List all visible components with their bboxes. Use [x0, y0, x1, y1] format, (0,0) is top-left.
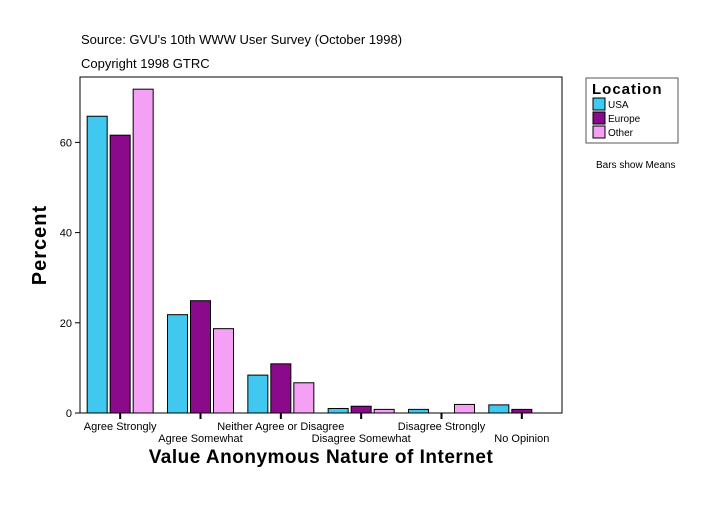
bar-europe-5 — [511, 408, 533, 414]
x-tick-label: Disagree Somewhat — [312, 433, 411, 445]
x-tick-label: Agree Strongly — [84, 421, 157, 433]
y-axis-label: Percent — [29, 205, 51, 285]
plot-area — [79, 76, 563, 414]
bar-europe-3 — [350, 405, 372, 414]
bar-usa-5 — [488, 404, 510, 414]
bar-usa-1 — [167, 314, 188, 414]
legend: Location USA Europe Other — [585, 77, 679, 144]
bar-other-1 — [213, 328, 234, 414]
bar-europe-0 — [109, 134, 131, 414]
bar-usa-4 — [408, 408, 429, 414]
y-tick-label: 0 — [66, 408, 72, 420]
bar-europe-2 — [270, 363, 292, 414]
x-tick-label: No Opinion — [494, 433, 549, 445]
bars-note: Bars show Means — [596, 160, 675, 171]
bar-europe-1 — [190, 300, 211, 414]
legend-label: USA — [608, 100, 629, 111]
x-tick-label: Neither Agree or Disagree — [217, 421, 344, 433]
bar-usa-3 — [327, 407, 349, 414]
legend-label: Other — [608, 128, 634, 139]
bar-other-4 — [454, 403, 475, 414]
bar-other-3 — [373, 408, 395, 414]
legend-swatch-other — [592, 125, 606, 139]
y-tick-label: 20 — [60, 318, 72, 330]
x-tick-label: Disagree Strongly — [398, 421, 486, 433]
bar-other-2 — [293, 382, 315, 414]
bar-other-0 — [132, 88, 154, 414]
x-tick-label: Agree Somewhat — [158, 433, 242, 445]
copyright-text: Copyright 1998 GTRC — [81, 56, 210, 71]
legend-label: Europe — [608, 114, 641, 125]
bar-usa-0 — [86, 115, 108, 414]
y-tick-label: 60 — [60, 137, 72, 149]
y-tick-label: 40 — [60, 228, 72, 240]
source-text: Source: GVU's 10th WWW User Survey (Octo… — [81, 32, 402, 47]
legend-swatch-europe — [592, 111, 606, 125]
legend-swatch-usa — [592, 97, 606, 111]
legend-title: Location — [592, 81, 663, 98]
bar-usa-2 — [247, 374, 269, 414]
x-axis-label: Value Anonymous Nature of Internet — [149, 447, 494, 468]
